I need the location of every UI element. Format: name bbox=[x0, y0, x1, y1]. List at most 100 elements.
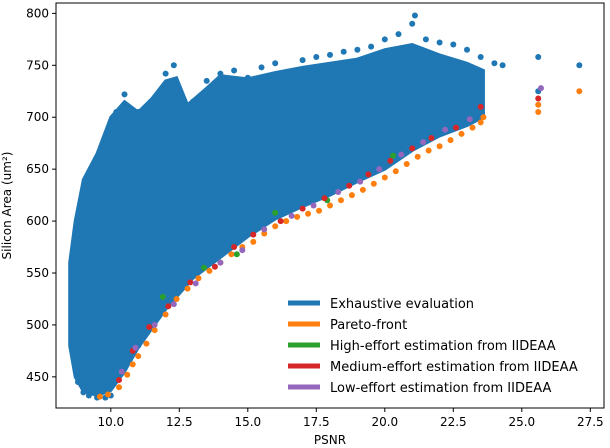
pareto-front-point bbox=[116, 384, 123, 391]
pareto-front-point bbox=[348, 192, 355, 199]
exhaustive-point bbox=[85, 392, 92, 399]
medium-effort-estimation-from-iideaa-point bbox=[428, 135, 435, 141]
exhaustive-point bbox=[162, 70, 169, 77]
x-tick-label: 12.5 bbox=[166, 415, 193, 429]
exhaustive-point bbox=[354, 172, 361, 179]
pareto-front-point bbox=[272, 223, 279, 230]
exhaustive-point bbox=[436, 130, 443, 137]
x-tick-label: 10.0 bbox=[97, 415, 124, 429]
exhaustive-point bbox=[411, 12, 418, 19]
y-tick-label: 650 bbox=[26, 162, 49, 176]
pareto-front-point bbox=[124, 371, 131, 378]
pareto-front-point bbox=[403, 160, 410, 167]
y-tick-label: 450 bbox=[26, 370, 49, 384]
low-effort-estimation-from-iideaa-point bbox=[132, 344, 139, 351]
pareto-front-point bbox=[535, 109, 542, 116]
exhaustive-point bbox=[170, 62, 177, 69]
exhaustive-density-area bbox=[68, 42, 485, 398]
low-effort-estimation-from-iideaa-point bbox=[335, 189, 342, 195]
pareto-front-point bbox=[392, 168, 399, 175]
exhaustive-point bbox=[80, 218, 87, 225]
low-effort-estimation-from-iideaa-point bbox=[376, 166, 383, 173]
pareto-front-point bbox=[414, 153, 421, 160]
x-axis-title: PSNR bbox=[314, 433, 346, 447]
pareto-front-point bbox=[337, 197, 344, 204]
low-effort-estimation-from-iideaa-point bbox=[261, 226, 268, 233]
exhaustive-point bbox=[477, 54, 484, 60]
pareto-front-point bbox=[305, 210, 312, 217]
pareto-front-point bbox=[370, 180, 377, 187]
pareto-front-point bbox=[135, 353, 142, 360]
y-tick-label: 800 bbox=[26, 6, 49, 20]
legend-label-medium-effort-estimation-from-iideaa: Medium-effort estimation from IIDEAA bbox=[330, 360, 578, 375]
exhaustive-point bbox=[368, 166, 375, 173]
pareto-front-point bbox=[206, 267, 213, 274]
low-effort-estimation-from-iideaa-point bbox=[217, 259, 224, 266]
exhaustive-point bbox=[231, 67, 238, 74]
medium-effort-estimation-from-iideaa-point bbox=[365, 171, 372, 178]
pareto-front-point bbox=[184, 285, 191, 292]
medium-effort-estimation-from-iideaa-point bbox=[387, 157, 394, 164]
x-tick-label: 17.5 bbox=[303, 415, 330, 429]
low-effort-estimation-from-iideaa-point bbox=[420, 139, 427, 146]
exhaustive-point bbox=[203, 77, 210, 84]
pareto-front-point bbox=[381, 174, 388, 181]
pareto-front-point bbox=[535, 101, 542, 108]
legend-label-pareto-front: Pareto-front bbox=[330, 318, 407, 333]
exhaustive-point bbox=[148, 98, 155, 105]
y-tick-label: 750 bbox=[26, 58, 49, 72]
pareto-front-point bbox=[576, 88, 583, 95]
medium-effort-estimation-from-iideaa-point bbox=[146, 324, 153, 330]
exhaustive-point bbox=[231, 238, 238, 245]
low-effort-estimation-from-iideaa-point bbox=[118, 368, 125, 375]
exhaustive-point bbox=[576, 62, 583, 69]
low-effort-estimation-from-iideaa-point bbox=[442, 126, 449, 133]
exhaustive-point bbox=[436, 39, 443, 46]
exhaustive-point bbox=[217, 249, 224, 256]
pareto-front-point bbox=[96, 393, 103, 400]
exhaustive-point bbox=[491, 60, 498, 67]
low-effort-estimation-from-iideaa-point bbox=[310, 202, 317, 209]
medium-effort-estimation-from-iideaa-point bbox=[535, 95, 542, 102]
exhaustive-point bbox=[176, 285, 183, 292]
x-tick-label: 25.0 bbox=[508, 415, 535, 429]
medium-effort-estimation-from-iideaa-point bbox=[321, 195, 328, 202]
exhaustive-point bbox=[88, 176, 95, 183]
pareto-front-point bbox=[359, 186, 366, 193]
pareto-front-point bbox=[173, 295, 180, 302]
y-axis-ticks: 450 500 550 600 650 700 750 800 bbox=[26, 6, 56, 384]
exhaustive-point bbox=[535, 54, 542, 60]
exhaustive-point bbox=[203, 259, 210, 266]
pareto-front-point bbox=[477, 119, 484, 126]
x-tick-label: 22.5 bbox=[440, 415, 467, 429]
y-tick-label: 600 bbox=[26, 214, 49, 228]
exhaustive-point bbox=[313, 191, 320, 198]
exhaustive-point bbox=[121, 91, 128, 98]
pareto-front-point bbox=[469, 124, 476, 131]
exhaustive-point bbox=[272, 60, 279, 67]
exhaustive-point bbox=[102, 150, 109, 157]
pareto-front-point bbox=[283, 218, 290, 225]
medium-effort-estimation-from-iideaa-point bbox=[250, 231, 257, 238]
exhaustive-point bbox=[327, 51, 333, 58]
pareto-front-point bbox=[195, 275, 202, 282]
medium-effort-estimation-from-iideaa-point bbox=[187, 279, 194, 286]
points-layer bbox=[72, 12, 583, 401]
high-effort-estimation-from-iideaa-point bbox=[233, 251, 240, 258]
exhaustive-point bbox=[327, 184, 333, 191]
exhaustive-point bbox=[72, 259, 79, 266]
exhaustive-point bbox=[190, 98, 196, 105]
low-effort-estimation-from-iideaa-point bbox=[357, 178, 364, 185]
exhaustive-point bbox=[258, 218, 265, 225]
exhaustive-point bbox=[395, 31, 402, 38]
high-effort-estimation-from-iideaa-point bbox=[159, 293, 166, 300]
medium-effort-estimation-from-iideaa-point bbox=[409, 145, 416, 152]
exhaustive-point bbox=[244, 228, 251, 235]
pareto-front-point bbox=[250, 238, 257, 245]
pareto-front-point bbox=[480, 114, 487, 121]
low-effort-estimation-from-iideaa-point bbox=[192, 280, 199, 287]
exhaustive-point bbox=[285, 203, 292, 210]
exhaustive-point bbox=[313, 54, 320, 60]
y-tick-label: 550 bbox=[26, 266, 49, 280]
